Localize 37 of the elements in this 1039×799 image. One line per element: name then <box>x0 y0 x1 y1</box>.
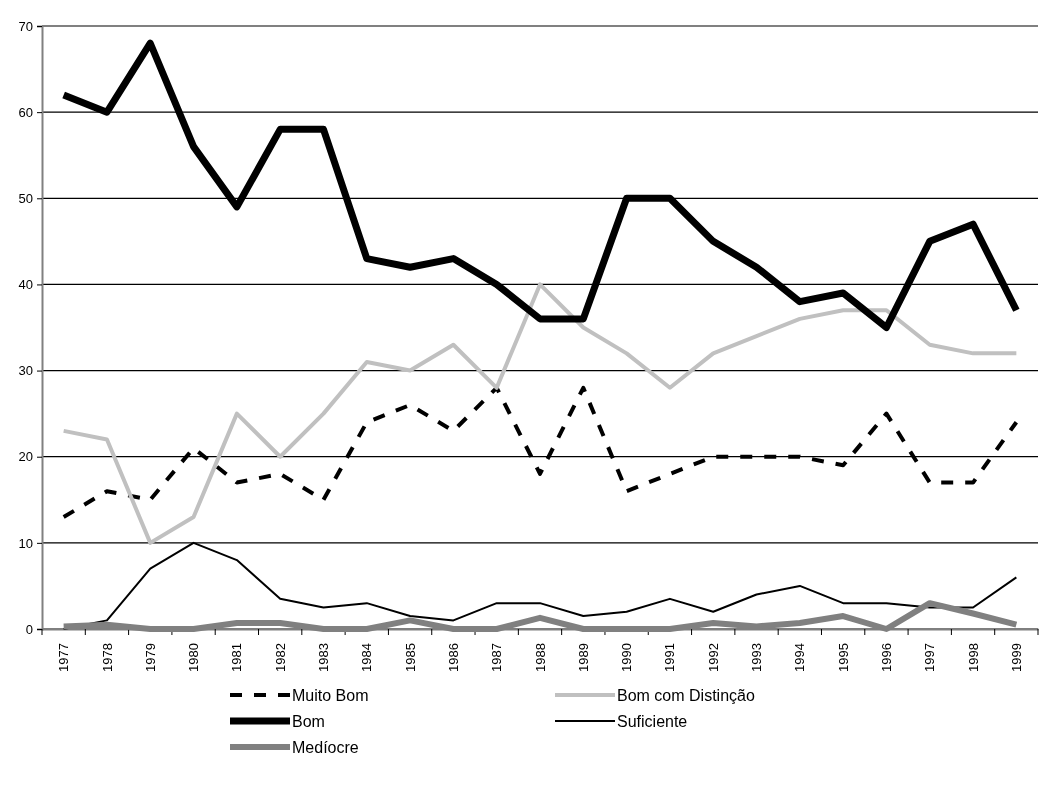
legend-label: Bom <box>292 712 325 730</box>
legend-label: Bom com Distinção <box>617 686 755 704</box>
x-tick-label: 1977 <box>56 643 72 672</box>
x-tick-label: 1990 <box>619 643 635 672</box>
x-tick-label: 1982 <box>272 643 288 672</box>
x-tick-label: 1991 <box>662 643 678 672</box>
x-tick-label: 1996 <box>878 643 894 672</box>
x-tick-label: 1980 <box>186 643 202 672</box>
x-tick-label: 1978 <box>99 643 115 672</box>
legend-label: Suficiente <box>617 712 688 730</box>
y-tick-label: 40 <box>18 277 33 293</box>
legend-label: Muito Bom <box>292 686 369 704</box>
x-tick-label: 1984 <box>359 643 375 672</box>
x-tick-label: 1986 <box>445 643 461 672</box>
x-tick-label: 1985 <box>402 643 418 672</box>
y-tick-label: 60 <box>18 104 33 120</box>
x-tick-label: 1995 <box>835 643 851 672</box>
x-tick-label: 1988 <box>532 643 548 672</box>
x-tick-label: 1998 <box>965 643 981 672</box>
x-tick-label: 1987 <box>489 643 505 672</box>
x-tick-label: 1993 <box>749 643 765 672</box>
x-tick-label: 1992 <box>705 643 721 672</box>
legend-label: Medíocre <box>292 738 359 756</box>
y-tick-label: 0 <box>25 621 33 637</box>
x-tick-label: 1981 <box>229 643 245 672</box>
y-tick-label: 10 <box>18 535 33 551</box>
x-tick-label: 1999 <box>1008 643 1024 672</box>
y-tick-label: 30 <box>18 363 33 379</box>
y-tick-label: 70 <box>18 18 33 34</box>
y-tick-label: 50 <box>18 190 33 206</box>
x-tick-label: 1997 <box>922 643 938 672</box>
x-tick-label: 1979 <box>142 643 158 672</box>
x-tick-label: 1983 <box>316 643 332 672</box>
line-series <box>61 282 1019 545</box>
y-tick-label: 20 <box>18 449 33 465</box>
x-tick-label: 1989 <box>575 643 591 672</box>
x-tick-label: 1994 <box>792 643 808 672</box>
